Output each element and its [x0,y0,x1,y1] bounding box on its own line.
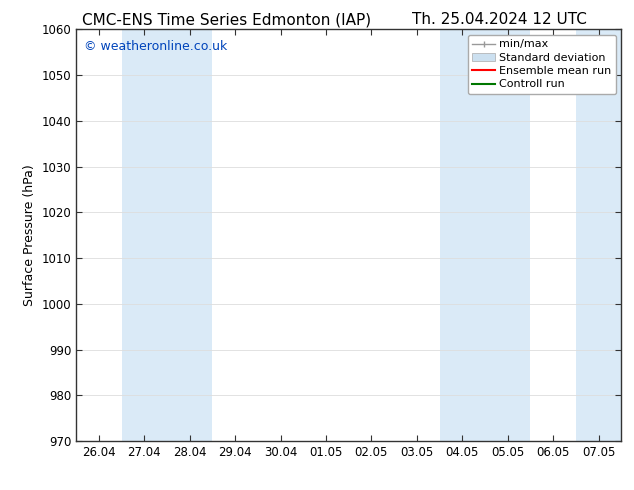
Bar [439,29,531,441]
Bar [576,29,621,441]
Text: Th. 25.04.2024 12 UTC: Th. 25.04.2024 12 UTC [412,12,587,27]
Text: CMC-ENS Time Series Edmonton (IAP): CMC-ENS Time Series Edmonton (IAP) [82,12,372,27]
Text: © weatheronline.co.uk: © weatheronline.co.uk [84,40,228,53]
Bar [122,29,212,441]
Y-axis label: Surface Pressure (hPa): Surface Pressure (hPa) [23,164,36,306]
Legend: min/max, Standard deviation, Ensemble mean run, Controll run: min/max, Standard deviation, Ensemble me… [468,35,616,94]
